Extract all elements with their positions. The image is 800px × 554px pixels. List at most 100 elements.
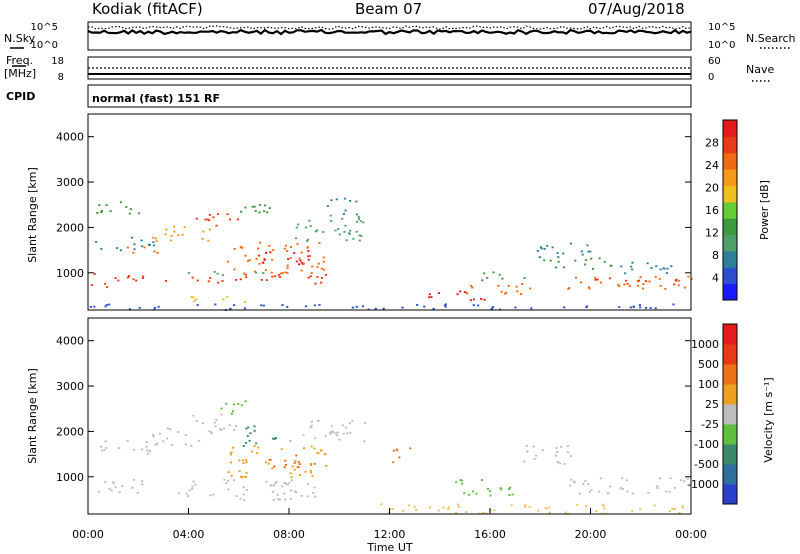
heatmap-cell <box>128 212 131 215</box>
heatmap-cell <box>192 480 195 483</box>
heatmap-cell <box>535 454 538 457</box>
heatmap-cell <box>165 228 168 231</box>
heatmap-cell <box>191 276 194 279</box>
heatmap-cell <box>499 487 502 490</box>
heatmap-cell <box>395 449 399 452</box>
heatmap-cell <box>557 461 560 464</box>
heatmap-cell <box>287 258 290 260</box>
heatmap-cell <box>187 272 191 274</box>
power-colorbar-label: Power [dB] <box>758 180 771 240</box>
heatmap-cell <box>235 279 238 281</box>
heatmap-cell <box>206 218 209 221</box>
heatmap-cell <box>330 220 333 222</box>
heatmap-cell <box>361 305 364 308</box>
heatmap-cell <box>95 241 98 243</box>
heatmap-cell <box>190 296 193 298</box>
freq-unit-label: [MHz] <box>4 67 36 80</box>
heatmap-cell <box>257 446 260 449</box>
y-tick-label: 2000 <box>56 221 84 234</box>
heatmap-cell <box>428 296 431 299</box>
x-tick-label: 16:00 <box>474 528 506 541</box>
heatmap-cell <box>414 509 418 511</box>
heatmap-cell <box>346 432 349 435</box>
heatmap-cell <box>483 272 486 275</box>
heatmap-cell <box>295 260 298 263</box>
heatmap-cell <box>242 462 245 464</box>
heatmap-cell <box>133 243 136 246</box>
x-tick-label: 00:00 <box>72 528 104 541</box>
heatmap-cell <box>108 487 111 490</box>
heatmap-cell <box>100 449 104 452</box>
nave-bottom-tick: 0 <box>708 72 714 83</box>
heatmap-cell <box>262 304 265 307</box>
heatmap-cell <box>233 479 236 482</box>
heatmap-cell <box>623 283 626 286</box>
heatmap-cell <box>273 438 276 440</box>
heatmap-cell <box>264 269 267 272</box>
heatmap-cell <box>284 459 287 462</box>
heatmap-cell <box>540 247 543 250</box>
colorbar-swatch <box>723 424 737 445</box>
power-colorbar: 4 8 12 16 20 24 28 <box>705 119 738 301</box>
heatmap-cell <box>574 276 578 279</box>
heatmap-cell <box>104 305 107 308</box>
heatmap-cell <box>628 285 631 287</box>
heatmap-cell <box>126 276 129 279</box>
heatmap-cell <box>362 221 365 224</box>
heatmap-cell <box>463 291 467 293</box>
nsky-trace <box>87 28 692 36</box>
heatmap-cell <box>148 244 151 246</box>
heatmap-cell <box>209 494 212 497</box>
colorbar-tick-label: -25 <box>701 418 719 431</box>
heatmap-cell <box>244 273 247 276</box>
velocity-heatmap <box>97 400 689 515</box>
freq-top-tick: 18 <box>51 56 64 67</box>
heatmap-cell <box>355 200 358 203</box>
heatmap-cell <box>190 444 193 447</box>
heatmap-cell <box>305 240 309 243</box>
heatmap-cell <box>96 212 99 214</box>
heatmap-cell <box>395 448 398 451</box>
heatmap-cell <box>272 484 275 487</box>
heatmap-cell <box>171 444 174 446</box>
heatmap-cell <box>230 474 233 477</box>
heatmap-cell <box>201 422 204 425</box>
heatmap-cell <box>135 279 138 282</box>
heatmap-cell <box>570 455 573 457</box>
heatmap-cell <box>261 261 264 264</box>
heatmap-cell <box>338 233 341 236</box>
heatmap-cell <box>432 307 435 310</box>
heatmap-cell <box>481 512 485 514</box>
power-y-axis: 1000 2000 3000 4000 <box>56 131 691 280</box>
heatmap-cell <box>335 198 338 201</box>
heatmap-cell <box>293 252 296 254</box>
heatmap-cell <box>253 429 256 432</box>
heatmap-cell <box>253 425 256 428</box>
heatmap-cell <box>89 306 92 308</box>
heatmap-cell <box>505 291 508 294</box>
heatmap-cell <box>273 275 277 278</box>
heatmap-cell <box>648 280 651 283</box>
heatmap-cell <box>501 277 504 280</box>
heatmap-cell <box>118 447 121 449</box>
heatmap-cell <box>213 271 216 273</box>
heatmap-cell <box>646 262 649 265</box>
heatmap-cell <box>541 449 544 452</box>
heatmap-cell <box>447 508 450 510</box>
heatmap-cell <box>568 287 571 289</box>
heatmap-cell <box>226 213 229 216</box>
colorbar-swatch <box>723 152 737 170</box>
heatmap-cell <box>281 485 284 488</box>
heatmap-cell <box>119 249 122 252</box>
heatmap-cell <box>510 504 513 506</box>
heatmap-cell <box>201 238 204 240</box>
colorbar-swatch <box>723 404 737 425</box>
heatmap-cell <box>178 492 181 495</box>
heatmap-cell <box>355 230 358 233</box>
x-tick-label: 00:00 <box>675 528 707 541</box>
heatmap-cell <box>271 437 275 440</box>
heatmap-cell <box>486 487 489 490</box>
heatmap-cell <box>299 259 302 262</box>
heatmap-cell <box>304 470 307 473</box>
heatmap-cell <box>619 487 622 489</box>
